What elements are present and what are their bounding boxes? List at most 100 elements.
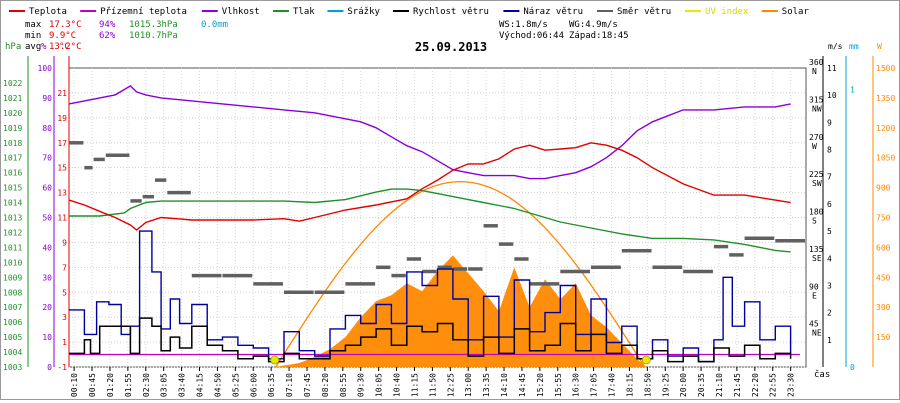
time-label: 11:50 [428, 373, 437, 397]
time-label: 08:55 [339, 373, 348, 397]
time-label: 22:20 [751, 373, 760, 397]
pressure-line [69, 188, 791, 253]
time-axis-title: čas [814, 369, 830, 380]
wind-speed-tick-label: 10 [827, 91, 837, 100]
solar-tick-label: 600 [876, 243, 891, 252]
wind-speed-tick-label: 6 [827, 200, 832, 209]
clear-sky-solar-line [275, 180, 646, 368]
legend-label: Směr větru [617, 7, 671, 17]
time-label: 20:00 [679, 373, 688, 397]
wind-info: WS:1.8m/s WG:4.9m/s Východ:06:44 Západ:1… [499, 20, 629, 41]
humidity-line [68, 85, 791, 180]
legend-item: Náraz větru [503, 7, 583, 17]
stats-block: max 17.3°C 94% 1015.3hPa 0.0mm min 9.9°C… [25, 20, 228, 52]
legend-item: Tlak [273, 7, 315, 17]
humidity-tick-label: 30 [42, 273, 52, 282]
temperature-tick-label: -1 [57, 363, 67, 372]
time-label: 04:50 [213, 373, 222, 397]
stats-avg-temp: 13.2°C [49, 42, 82, 52]
stats-avg-label: avg [25, 42, 41, 52]
time-label: 06:35 [267, 373, 276, 397]
pressure-tick-label: 1007 [3, 303, 22, 312]
legend-item: Solar [761, 7, 809, 17]
legend-item: Rychlost větru [393, 7, 489, 17]
humidity-tick-label: 60 [42, 184, 52, 193]
pressure-tick-label: 1022 [3, 79, 22, 88]
time-label: 20:35 [697, 373, 706, 397]
wind-direction-label: SW [812, 179, 822, 188]
solar-tick-label: 750 [876, 214, 891, 223]
temperature-tick-label: 1 [62, 338, 67, 347]
wind-speed-tick-label: 9 [827, 118, 832, 127]
solar-area [274, 255, 647, 367]
legend-item: UV index [685, 7, 749, 17]
wind-speed-tick-label: 7 [827, 173, 832, 182]
temperature-tick-label: 7 [62, 263, 67, 272]
time-label: 12:25 [446, 373, 455, 397]
wind-direction-value: 90 [809, 282, 819, 291]
temperature-tick-label: 3 [62, 313, 67, 322]
pressure-tick-label: 1003 [3, 363, 22, 372]
temperature-tick-label: 15 [57, 164, 67, 173]
legend-item: Směr větru [597, 7, 671, 17]
legend-label: Srážky [347, 7, 380, 17]
solar-tick-label: 1350 [876, 94, 895, 103]
time-label: 03:05 [160, 373, 169, 397]
time-label: 18:50 [643, 373, 652, 397]
wind-direction-value: 225 [809, 170, 824, 179]
solar-axis-title: W [877, 42, 882, 51]
pressure-tick-label: 1018 [3, 139, 22, 148]
humidity-tick-label: 100 [38, 64, 53, 73]
wind-speed-avg: WS:1.8m/s [499, 20, 548, 30]
wind-direction-label: S [812, 217, 817, 226]
wind-direction-label: NE [812, 329, 822, 338]
time-label: 13:35 [482, 373, 491, 397]
wind-speed-tick-label: 4 [827, 254, 832, 263]
pressure-tick-label: 1006 [3, 318, 22, 327]
wind-gust-max: WG:4.9m/s [569, 20, 618, 30]
stats-min-label: min [25, 31, 41, 41]
stats-max-rain: 0.0mm [201, 20, 228, 30]
wind-speed-line [69, 317, 792, 363]
wind-direction-label: NW [812, 104, 822, 113]
time-label: 10:05 [375, 373, 384, 397]
pressure-tick-label: 1019 [3, 124, 22, 133]
solar-tick-label: 1050 [876, 154, 895, 163]
pressure-tick-label: 1011 [3, 243, 22, 252]
pressure-tick-label: 1008 [3, 288, 22, 297]
solar-tick-label: 1500 [876, 64, 895, 73]
temperature-tick-label: 19 [57, 114, 67, 123]
humidity-tick-label: 20 [42, 303, 52, 312]
solar-tick-label: 1200 [876, 124, 895, 133]
legend-label: Vlhkost [222, 7, 260, 17]
legend-label: Náraz větru [523, 7, 583, 17]
pressure-tick-label: 1017 [3, 154, 22, 163]
humidity-tick-label: 40 [42, 243, 52, 252]
pressure-tick-label: 1004 [3, 348, 22, 357]
wind-direction-value: 270 [809, 133, 824, 142]
legend-label: Přízemní teplota [100, 7, 187, 17]
pressure-tick-label: 1009 [3, 273, 22, 282]
legend-item: Teplota [9, 7, 67, 17]
wind-direction-value: 180 [809, 208, 824, 217]
time-label: 16:30 [572, 373, 581, 397]
legend-item: Vlhkost [201, 7, 260, 17]
pressure-tick-label: 1010 [3, 258, 22, 267]
pressure-tick-label: 1015 [3, 184, 22, 193]
stats-max-humidity: 94% [99, 20, 116, 30]
time-label: 00:45 [88, 373, 97, 397]
time-label: 02:30 [142, 373, 151, 397]
wind-direction-value: 360 [809, 58, 824, 67]
legend-label: Teplota [29, 7, 67, 17]
data-marks [68, 85, 805, 368]
time-label: 04:15 [196, 373, 205, 397]
time-label: 08:20 [321, 373, 330, 397]
humidity-tick-label: 70 [42, 154, 52, 163]
wind-direction-label: E [812, 291, 817, 300]
legend-label: Rychlost větru [413, 7, 489, 17]
time-label: 03:40 [178, 373, 187, 397]
temperature-tick-label: 11 [57, 214, 67, 223]
pressure-tick-label: 1012 [3, 228, 22, 237]
pressure-tick-label: 1013 [3, 214, 22, 223]
